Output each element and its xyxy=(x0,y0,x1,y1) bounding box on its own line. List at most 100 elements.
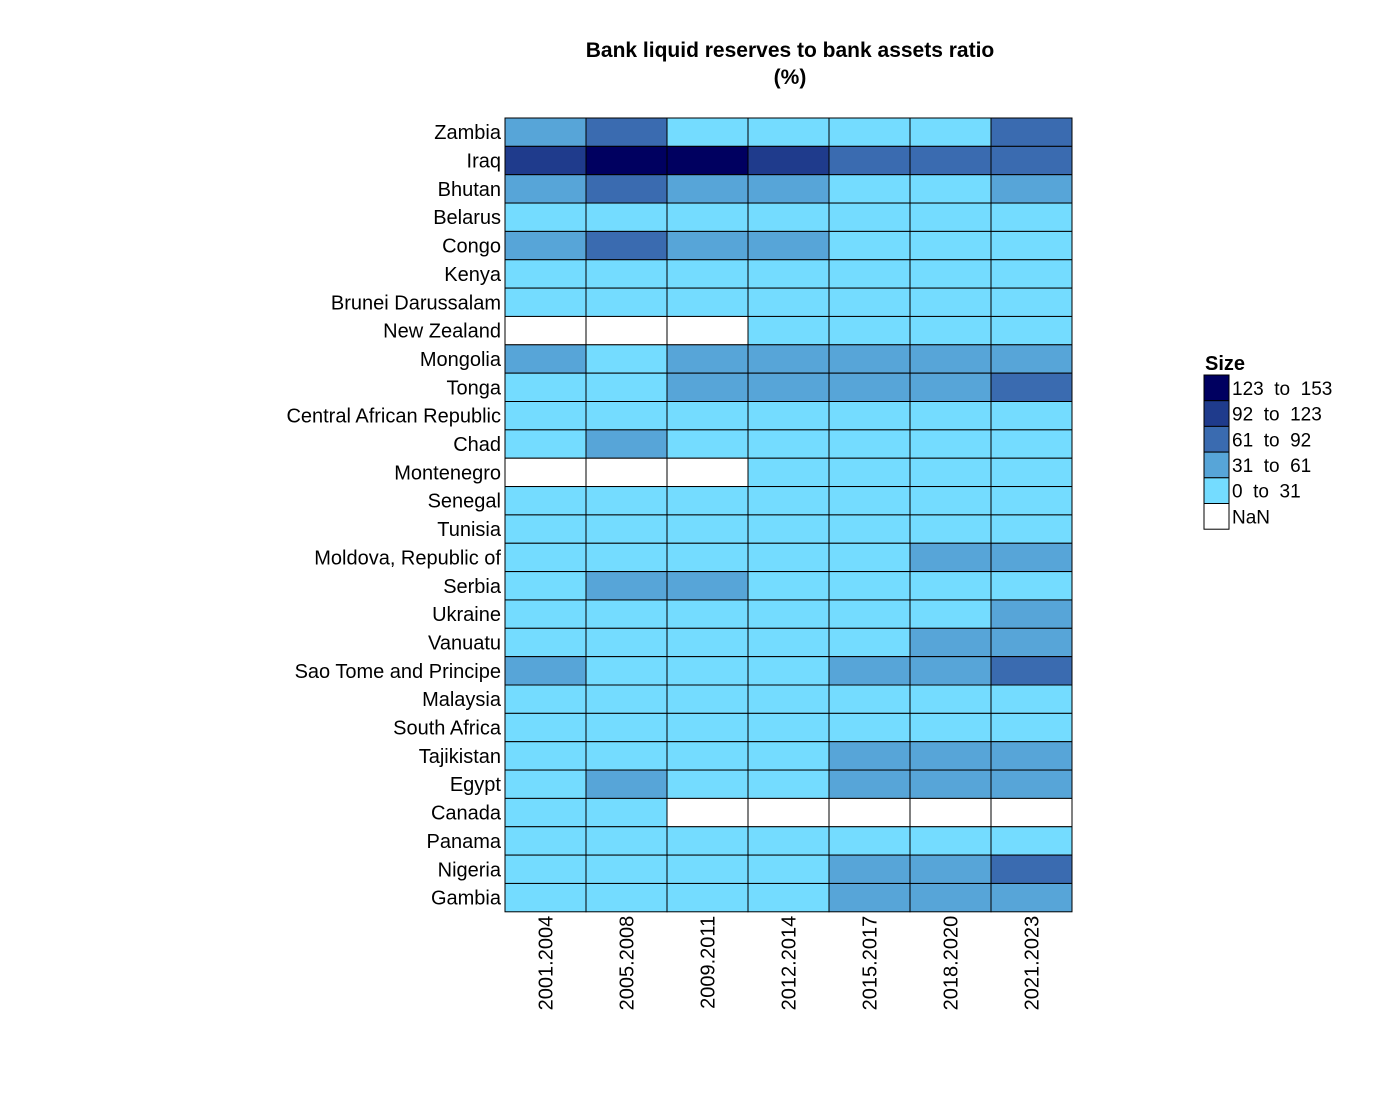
heatmap-cell xyxy=(585,429,668,459)
heatmap-cell xyxy=(585,571,668,601)
y-tick-label: Malaysia xyxy=(422,689,502,711)
heatmap-cell xyxy=(585,627,668,658)
heatmap-cell xyxy=(585,684,668,714)
heatmap-cell xyxy=(504,769,587,799)
heatmap-cell xyxy=(585,656,668,686)
heatmap-cell xyxy=(909,457,992,488)
y-tick-label: Canada xyxy=(431,803,502,825)
heatmap-cell xyxy=(747,854,830,884)
heatmap-cell xyxy=(504,117,587,147)
heatmap-cell xyxy=(828,344,911,374)
heatmap-cell xyxy=(747,315,830,346)
y-tick-label: Mongolia xyxy=(420,349,502,371)
heatmap-cell xyxy=(747,486,830,516)
x-tick-label: 2009.2011 xyxy=(698,916,720,1009)
heatmap-cell xyxy=(504,712,587,743)
heatmap-cell xyxy=(666,514,749,544)
legend-label: 0 to 31 xyxy=(1232,482,1301,503)
y-tick-label: Belarus xyxy=(433,207,501,229)
x-axis-labels: 2001.2004 2005.2008 2009.2011 2012.2014 2015… xyxy=(536,916,1044,1011)
y-tick-label: Panama xyxy=(427,831,502,853)
heatmap-cell xyxy=(747,797,830,828)
heatmap-cell xyxy=(585,372,668,402)
heatmap-cell xyxy=(909,145,992,176)
heatmap-cell xyxy=(585,542,668,573)
heatmap-cell xyxy=(504,797,587,828)
heatmap-cell xyxy=(666,174,749,204)
heatmap-cell xyxy=(990,627,1073,658)
heatmap-cell xyxy=(504,344,587,374)
y-tick-label: New Zealand xyxy=(383,321,501,343)
heatmap-cell xyxy=(990,769,1073,799)
legend-swatch xyxy=(1203,503,1230,530)
heatmap-cell xyxy=(747,542,830,573)
heatmap-cell xyxy=(585,401,668,431)
heatmap-cell xyxy=(747,712,830,743)
heatmap-cell xyxy=(666,599,749,629)
heatmap-cell xyxy=(666,712,749,743)
heatmap-cell xyxy=(909,174,992,204)
heatmap-cell xyxy=(909,344,992,374)
heatmap-cell xyxy=(666,287,749,317)
heatmap-cell xyxy=(666,429,749,459)
heatmap-cell xyxy=(828,457,911,488)
heatmap-cell xyxy=(504,627,587,658)
heatmap-cell xyxy=(504,174,587,204)
heatmap-cell xyxy=(666,202,749,232)
heatmap-cell xyxy=(504,259,587,289)
heatmap-cell xyxy=(666,486,749,516)
heatmap-cell xyxy=(504,599,587,629)
heatmap-cell xyxy=(990,145,1073,176)
heatmap-cell xyxy=(990,429,1073,459)
heatmap-cell xyxy=(504,372,587,402)
heatmap-cell xyxy=(666,769,749,799)
y-tick-label: Moldova, Republic of xyxy=(314,547,501,569)
heatmap-cell xyxy=(585,145,668,176)
heatmap-cell xyxy=(585,797,668,828)
x-tick-label: 2012.2014 xyxy=(779,916,801,1011)
heatmap-cell xyxy=(747,826,830,856)
y-tick-label: Tonga xyxy=(447,377,502,399)
heatmap-cell xyxy=(828,826,911,856)
heatmap-cell xyxy=(990,854,1073,884)
heatmap-cell xyxy=(828,174,911,204)
heatmap-cell xyxy=(747,882,830,913)
heatmap-cell xyxy=(666,372,749,402)
heatmap-cell xyxy=(990,259,1073,289)
legend: Size 123 to 153 92 to 123 61 to 92 31 to 61… xyxy=(1203,353,1332,530)
legend-label: 31 to 61 xyxy=(1232,456,1311,477)
heatmap-cell xyxy=(990,684,1073,714)
heatmap-cell xyxy=(504,145,587,176)
heatmap-cell xyxy=(666,656,749,686)
heatmap-cell xyxy=(990,486,1073,516)
heatmap-cell xyxy=(585,712,668,743)
y-tick-label: Vanuatu xyxy=(428,632,501,654)
y-tick-label: Bhutan xyxy=(438,179,501,201)
y-tick-label: Sao Tome and Principe xyxy=(295,661,501,683)
y-tick-label: Iraq xyxy=(467,151,501,173)
heatmap-cell xyxy=(990,826,1073,856)
chart-subtitle: (%) xyxy=(774,66,807,89)
heatmap-cell xyxy=(747,429,830,459)
y-tick-label: Kenya xyxy=(444,264,502,286)
y-tick-label: Ukraine xyxy=(432,604,501,626)
heatmap-cell xyxy=(828,571,911,601)
heatmap-cell xyxy=(585,769,668,799)
x-tick-label: 2021.2023 xyxy=(1022,916,1044,1011)
legend-swatch xyxy=(1203,477,1230,504)
heatmap-cell xyxy=(666,117,749,147)
heatmap-cell xyxy=(828,882,911,913)
heatmap-cell xyxy=(504,401,587,431)
heatmap-cell xyxy=(747,117,830,147)
heatmap-cell xyxy=(747,769,830,799)
heatmap-cell xyxy=(504,486,587,516)
heatmap-cell xyxy=(747,571,830,601)
heatmap-cell xyxy=(504,287,587,317)
y-tick-label: Tajikistan xyxy=(419,746,501,768)
heatmap-cell xyxy=(747,401,830,431)
heatmap-cell xyxy=(990,230,1073,261)
heatmap-cell xyxy=(909,684,992,714)
legend-label: NaN xyxy=(1232,507,1270,528)
heatmap-cell xyxy=(990,287,1073,317)
